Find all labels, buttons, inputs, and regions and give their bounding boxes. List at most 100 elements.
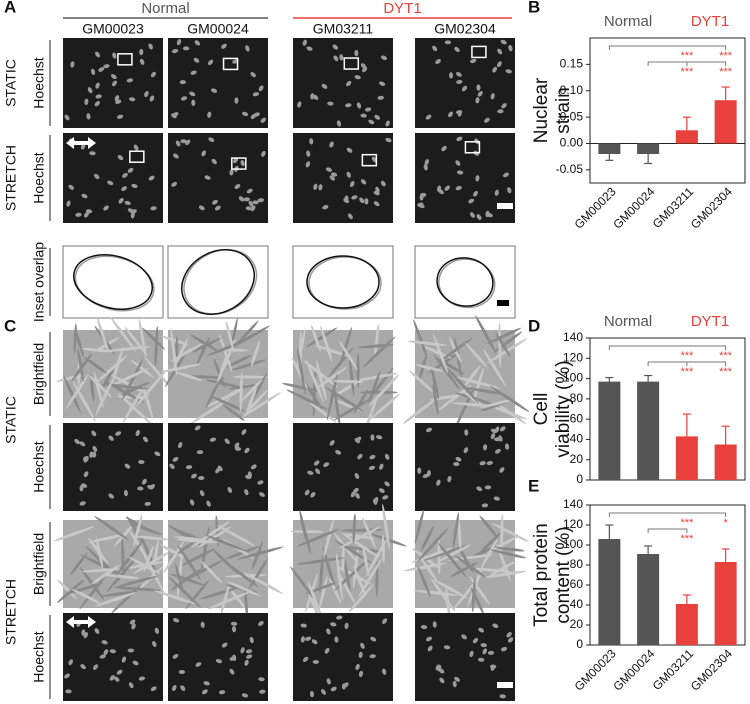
nucleus bbox=[351, 195, 358, 200]
cell bbox=[133, 514, 143, 547]
nucleus bbox=[80, 664, 86, 670]
cell bbox=[241, 392, 281, 418]
significance-stars: *** bbox=[719, 66, 733, 78]
stretch-arrow bbox=[66, 616, 96, 628]
nucleus bbox=[444, 40, 452, 45]
cell bbox=[370, 393, 400, 419]
cell bbox=[339, 327, 352, 367]
cell bbox=[403, 562, 446, 572]
nucleus bbox=[131, 183, 138, 189]
cell bbox=[130, 359, 154, 378]
nucleus bbox=[177, 442, 183, 449]
cell bbox=[307, 581, 324, 621]
nucleus bbox=[426, 636, 432, 642]
nucleus bbox=[95, 51, 101, 58]
nucleus bbox=[259, 689, 266, 694]
cell bbox=[296, 557, 345, 565]
cell bbox=[190, 334, 219, 352]
scale-bar bbox=[497, 682, 513, 688]
outline-static bbox=[308, 256, 382, 310]
y-tick-label: 0.05 bbox=[560, 109, 584, 123]
nucleus bbox=[456, 79, 463, 84]
nucleus bbox=[95, 94, 102, 99]
cell bbox=[190, 398, 231, 424]
nucleus bbox=[189, 91, 196, 97]
nucleus bbox=[369, 454, 376, 460]
group-label: DYT1 bbox=[691, 13, 729, 30]
bar bbox=[598, 539, 621, 645]
nucleus bbox=[506, 632, 512, 638]
nucleus bbox=[89, 151, 96, 156]
nucleus bbox=[180, 139, 187, 144]
nucleus bbox=[112, 52, 117, 59]
nucleus bbox=[306, 150, 311, 157]
cell bbox=[105, 346, 151, 352]
cell bbox=[303, 360, 338, 388]
nucleus bbox=[475, 97, 480, 104]
nucleus bbox=[246, 188, 253, 194]
nucleus bbox=[305, 161, 311, 168]
nucleus bbox=[89, 451, 94, 458]
cell bbox=[433, 579, 469, 599]
cell bbox=[200, 561, 223, 584]
nucleus bbox=[498, 435, 503, 442]
nucleus bbox=[302, 39, 307, 46]
bar bbox=[598, 143, 621, 154]
y-tick-label: 120 bbox=[563, 517, 583, 531]
cell bbox=[467, 567, 513, 573]
stain-label: Hoechst bbox=[31, 152, 47, 203]
significance-bracket bbox=[608, 345, 727, 350]
cell bbox=[465, 342, 488, 368]
cell bbox=[409, 370, 435, 393]
nucleus bbox=[455, 185, 462, 191]
nucleus bbox=[312, 94, 319, 100]
nucleus bbox=[313, 183, 318, 190]
nucleus bbox=[211, 158, 217, 165]
nucleus bbox=[107, 180, 114, 186]
cell bbox=[74, 329, 84, 358]
nucleus bbox=[500, 39, 507, 45]
cell bbox=[319, 554, 324, 593]
column-label: GM00023 bbox=[82, 21, 144, 37]
nucleus bbox=[490, 433, 496, 440]
cell bbox=[414, 509, 424, 544]
y-tick-label: 80 bbox=[570, 557, 584, 571]
panel-label: E bbox=[528, 476, 539, 495]
cell bbox=[65, 374, 89, 410]
significance-stars: *** bbox=[680, 533, 694, 545]
column-label: GM00024 bbox=[187, 21, 249, 37]
nucleus bbox=[185, 465, 193, 470]
cell bbox=[489, 385, 530, 412]
nucleus bbox=[171, 48, 179, 54]
nucleus bbox=[229, 169, 234, 176]
micrograph bbox=[293, 38, 393, 128]
nucleus bbox=[232, 59, 239, 64]
nucleus bbox=[356, 436, 362, 442]
x-tick-label: GM00024 bbox=[610, 646, 657, 693]
nucleus bbox=[201, 150, 206, 157]
nucleus bbox=[435, 59, 441, 65]
stain-label: Brightfield bbox=[31, 533, 47, 595]
cell bbox=[177, 545, 201, 580]
nucleus bbox=[350, 491, 356, 498]
nucleus bbox=[207, 111, 212, 118]
cell bbox=[241, 379, 263, 402]
nucleus bbox=[360, 63, 367, 69]
nucleus bbox=[245, 206, 253, 211]
nucleus bbox=[150, 686, 157, 692]
outline-static bbox=[74, 255, 155, 312]
nucleus bbox=[493, 496, 500, 501]
inset-box bbox=[231, 157, 247, 170]
cell bbox=[306, 327, 338, 348]
nucleus bbox=[374, 114, 381, 120]
cell bbox=[486, 327, 522, 345]
cell bbox=[114, 586, 161, 592]
nucleus bbox=[380, 180, 386, 187]
nucleus bbox=[74, 438, 80, 445]
nucleus bbox=[238, 196, 245, 202]
y-axis-title: strain bbox=[553, 87, 574, 133]
nucleus bbox=[325, 167, 333, 172]
cell bbox=[144, 357, 170, 387]
nucleus bbox=[124, 463, 131, 469]
y-tick-label: 60 bbox=[570, 411, 584, 425]
